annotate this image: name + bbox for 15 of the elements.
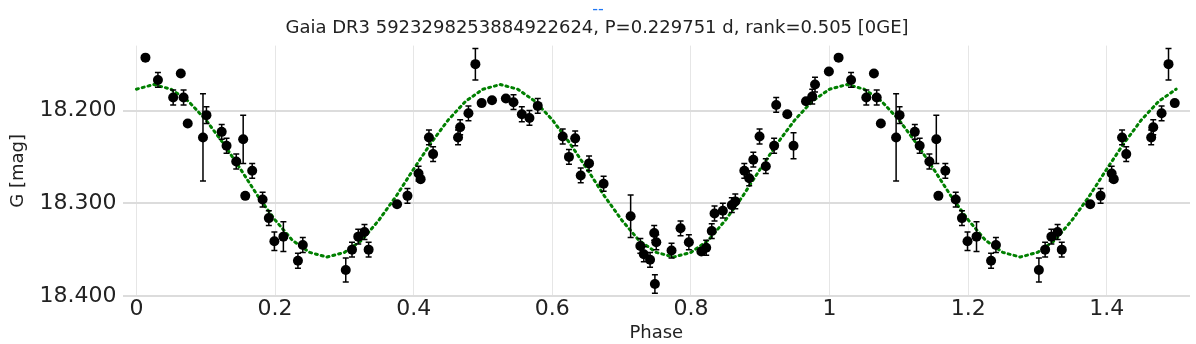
- x-tick-label: 1.2: [950, 294, 986, 320]
- chart-title: Gaia DR3 5923298253884922624, P=0.229751 d, rank=0.505 [0GE]: [285, 16, 909, 38]
- x-tick-label: 0.2: [257, 294, 293, 320]
- y-axis-title: G [mag]: [6, 133, 28, 208]
- y-tick-label: 18.200: [39, 96, 117, 122]
- x-tick-label: 0.6: [534, 294, 570, 320]
- y-tick-label: 18.400: [39, 281, 117, 307]
- x-tick-label: 1: [822, 294, 837, 320]
- text: --: [592, 0, 604, 19]
- x-tick-label: 0: [129, 294, 144, 320]
- y-tick-label: 18.300: [39, 188, 117, 214]
- x-axis-title: Phase: [629, 320, 684, 342]
- x-tick-label: 0.4: [396, 294, 432, 320]
- x-tick-label: 1.4: [1089, 294, 1125, 320]
- x-tick-label: 0.8: [673, 294, 709, 320]
